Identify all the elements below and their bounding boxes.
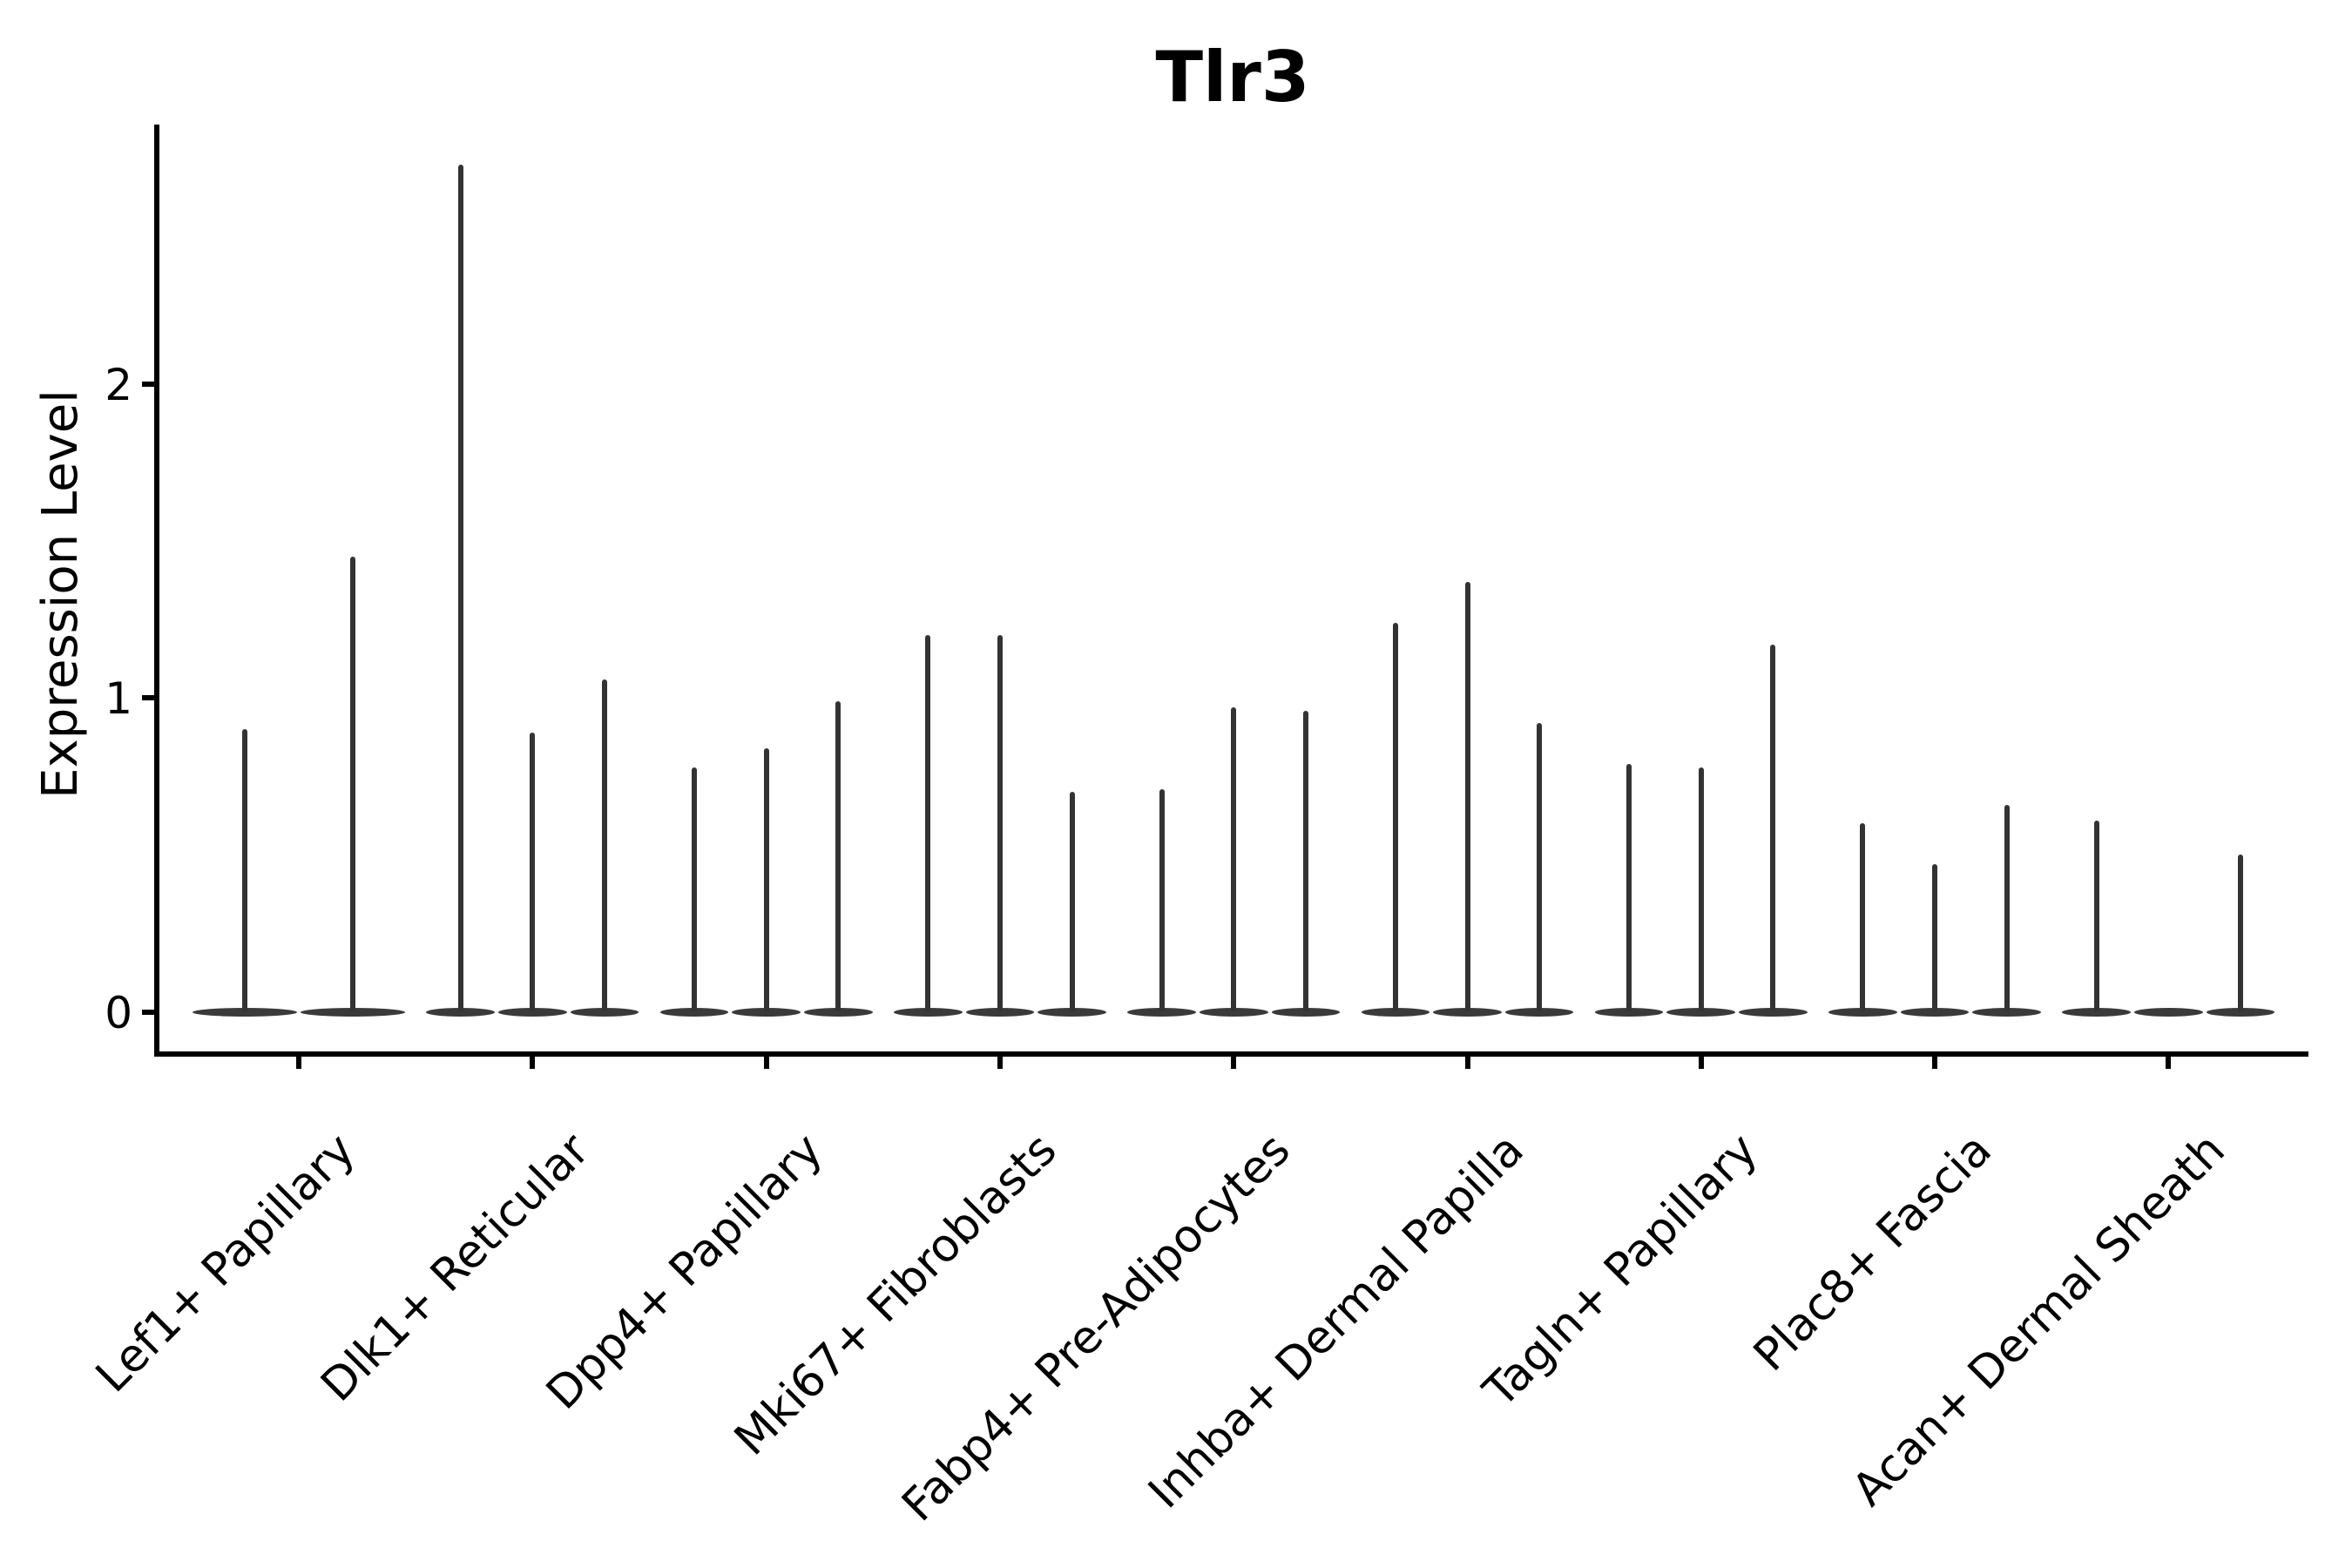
violin-spike <box>2238 855 2244 1012</box>
violin-spike <box>691 767 697 1012</box>
violin-body <box>1504 1007 1574 1017</box>
violin-body <box>803 1007 873 1017</box>
y-axis-label: Expression Level <box>32 389 89 799</box>
violin-spike <box>350 557 355 1012</box>
violin-body <box>1037 1007 1106 1017</box>
x-tick <box>763 1057 769 1069</box>
x-tick <box>1464 1057 1470 1069</box>
violin-body <box>497 1007 567 1017</box>
violin-spike <box>2004 804 2010 1012</box>
violin-body <box>570 1007 639 1017</box>
violin-body <box>2206 1007 2275 1017</box>
violin-body <box>1271 1007 1341 1017</box>
violin-spike <box>997 635 1003 1012</box>
x-tick <box>530 1057 536 1069</box>
violin-spike <box>1069 792 1075 1012</box>
violin-spike <box>1932 864 1938 1012</box>
violin-body <box>1199 1007 1268 1017</box>
violin-body <box>965 1007 1035 1017</box>
violin-spike <box>242 729 247 1012</box>
violin-spike <box>601 679 607 1012</box>
x-tick <box>1698 1057 1704 1069</box>
x-tick-label: Inhba+ Dermal Papilla <box>1139 1124 1534 1519</box>
violin-body <box>2062 1007 2132 1017</box>
y-tick-label: 1 <box>105 673 132 725</box>
x-tick <box>2166 1057 2172 1069</box>
y-tick <box>142 695 154 701</box>
violin-body <box>1739 1007 1808 1017</box>
violin-body <box>193 1007 297 1017</box>
x-tick-label: Fabp4+ Pre-Adipocytes <box>892 1124 1301 1532</box>
violin-body <box>1828 1007 1897 1017</box>
violin-body <box>1900 1007 1970 1017</box>
violin-body <box>1361 1007 1430 1017</box>
violin-spike <box>1159 788 1165 1012</box>
y-tick <box>142 382 154 388</box>
violin-spike <box>1698 767 1704 1012</box>
violin-spike <box>2093 820 2099 1012</box>
violin-spike <box>835 700 841 1012</box>
x-axis-line <box>154 1051 2308 1057</box>
violin-spike <box>1537 723 1543 1012</box>
violin-spike <box>763 747 769 1012</box>
violin-spike <box>1464 582 1470 1012</box>
violin-spike <box>530 732 536 1012</box>
violin-body <box>1666 1007 1736 1017</box>
violin-body <box>893 1007 963 1017</box>
x-tick-label: Acan+ Dermal Sheath <box>1842 1124 2235 1517</box>
y-tick-label: 2 <box>105 360 132 411</box>
violin-body <box>659 1007 729 1017</box>
violin-body <box>301 1007 405 1017</box>
violin-spike <box>1231 707 1237 1012</box>
violin-body <box>2134 1007 2203 1017</box>
violin-spike <box>1860 823 1866 1012</box>
chart-title: Tlr3 <box>1155 37 1310 118</box>
violin-body <box>426 1007 495 1017</box>
y-tick-label: 0 <box>105 987 132 1038</box>
violin-spike <box>1626 763 1632 1012</box>
violin-body <box>1433 1007 1502 1017</box>
x-tick <box>1231 1057 1237 1069</box>
x-tick <box>296 1057 301 1069</box>
y-axis-line <box>154 125 159 1057</box>
violin-spike <box>457 164 463 1012</box>
violin-body <box>732 1007 801 1017</box>
x-tick-label: Lef1+ Papillary <box>86 1124 366 1403</box>
x-tick <box>1932 1057 1938 1069</box>
violin-spike <box>1302 710 1308 1012</box>
x-tick-label: Plac8+ Fascia <box>1743 1124 2002 1382</box>
violin-body <box>1972 1007 2042 1017</box>
y-tick <box>142 1009 154 1015</box>
violin-spike <box>1770 645 1776 1012</box>
x-tick <box>997 1057 1003 1069</box>
violin-spike <box>1392 622 1398 1012</box>
violin-spike <box>925 635 931 1012</box>
violin-body <box>1127 1007 1196 1017</box>
violin-body <box>1594 1007 1664 1017</box>
